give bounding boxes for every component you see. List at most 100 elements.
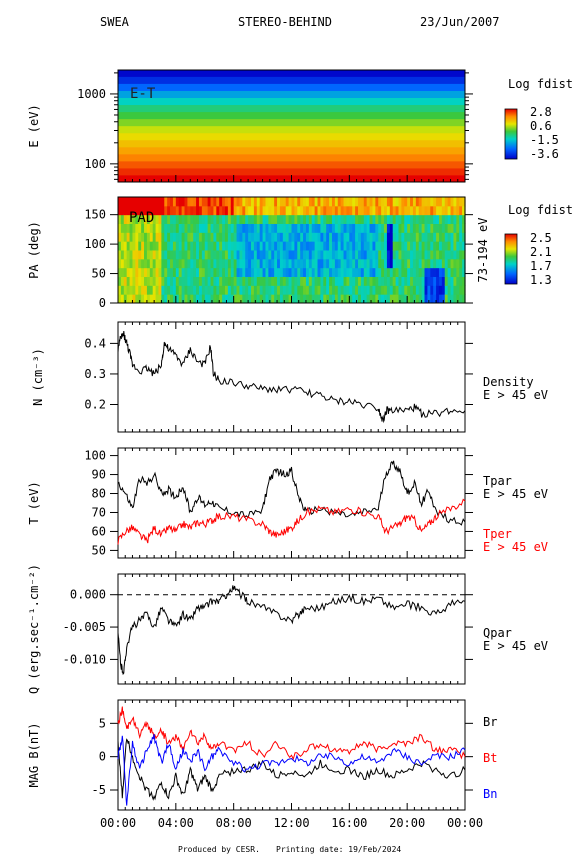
pad-cell	[369, 294, 374, 304]
pad-cell	[412, 205, 417, 216]
pad-cell	[138, 250, 142, 260]
pad-cell	[346, 267, 350, 277]
pad-cell	[355, 285, 359, 295]
pad-cell	[314, 232, 319, 242]
pad-cell	[155, 241, 160, 251]
pad-cell	[129, 276, 134, 286]
energy-band	[118, 160, 465, 169]
pad-cell	[459, 258, 463, 269]
pad-cell	[277, 232, 281, 242]
pad-cell	[248, 197, 252, 207]
pad-cell	[311, 205, 316, 216]
pad-cell	[126, 294, 131, 304]
pad-cell	[224, 197, 229, 207]
pad-cell	[120, 223, 125, 233]
pad-cell	[407, 241, 411, 251]
pad-cell	[120, 285, 125, 295]
pad-cell	[384, 276, 388, 286]
pad-cell	[233, 250, 238, 260]
pad-cell	[456, 205, 460, 216]
pad-cell	[167, 214, 171, 224]
pad-cell	[193, 294, 197, 304]
pad-cell	[358, 232, 362, 242]
pad-cell	[152, 250, 157, 260]
pad-cell	[410, 214, 414, 224]
pad-cell	[118, 258, 122, 269]
pad-cell	[138, 276, 142, 286]
pad-cell	[222, 232, 226, 242]
pad-cell	[436, 205, 440, 216]
pad-cell	[340, 232, 345, 242]
pad-cell	[242, 205, 246, 216]
pad-cell	[242, 232, 246, 242]
pad-cell	[196, 294, 200, 304]
pad-cell	[161, 267, 165, 277]
pad-cell	[201, 232, 206, 242]
pad-cell	[239, 276, 243, 286]
pad-cell	[305, 241, 310, 251]
pad-cell	[201, 250, 206, 260]
pad-cell	[343, 205, 348, 216]
pad-cell	[308, 294, 313, 304]
pad-cell	[251, 294, 255, 304]
pad-cell	[326, 250, 330, 260]
pad-cell	[288, 285, 293, 295]
pad-cell	[282, 258, 287, 269]
energy-axis-label: E (eV)	[27, 104, 41, 147]
pad-cell	[456, 197, 460, 207]
pad-cell	[118, 267, 122, 277]
pad-cell	[288, 276, 293, 286]
pad-cell	[210, 205, 215, 216]
pad-cell	[184, 214, 188, 224]
pad-cell	[118, 223, 122, 233]
pad-cell	[305, 232, 310, 242]
pad-cell	[453, 214, 457, 224]
pad-cell	[282, 197, 287, 207]
pad-cell	[459, 232, 463, 242]
pad-cell	[149, 276, 154, 286]
pad-cell	[216, 294, 220, 304]
pad-cell	[279, 214, 284, 224]
pad-cell	[210, 250, 215, 260]
pad-cell	[427, 223, 431, 233]
pad-cell	[288, 267, 293, 277]
pad-cell	[129, 232, 134, 242]
pad-cell	[323, 258, 327, 269]
pad-cell	[155, 214, 160, 224]
pad-cell	[207, 258, 212, 269]
pad-cell	[453, 197, 457, 207]
pad-cell	[360, 205, 365, 216]
pad-cell	[447, 232, 452, 242]
pad-cell	[279, 197, 284, 207]
pad-cell	[204, 285, 209, 295]
pad-cell	[407, 250, 411, 260]
pad-cell	[152, 214, 157, 224]
pad-cell	[196, 197, 200, 207]
pad-cell	[441, 250, 446, 260]
pad-cell	[410, 232, 414, 242]
pad-cell	[239, 250, 243, 260]
pad-cell	[450, 276, 455, 286]
pad-cell	[438, 250, 443, 260]
pad-cell	[303, 223, 307, 233]
time-tick-label: 12:00	[273, 816, 309, 830]
pad-cell	[193, 197, 197, 207]
pad-cell	[453, 294, 457, 304]
pad-cell	[320, 205, 324, 216]
pad-cell	[164, 285, 168, 295]
pad-cell	[239, 197, 243, 207]
pad-cell	[372, 241, 376, 251]
pad-cell	[340, 223, 345, 233]
temperature-tick-label: 50	[92, 543, 106, 557]
pad-cell	[155, 232, 160, 242]
pad-cell	[135, 267, 139, 277]
pad-cell	[320, 223, 324, 233]
pad-cell	[144, 285, 148, 295]
pad-cell	[259, 267, 264, 277]
pad-cell	[161, 205, 165, 216]
pad-cell	[259, 258, 264, 269]
pad-cell	[271, 276, 275, 286]
pad-cell	[384, 267, 388, 277]
heat-flux-axis-label: Q (erg.sec⁻¹.cm⁻²)	[27, 564, 41, 694]
pad-cell	[268, 267, 272, 277]
